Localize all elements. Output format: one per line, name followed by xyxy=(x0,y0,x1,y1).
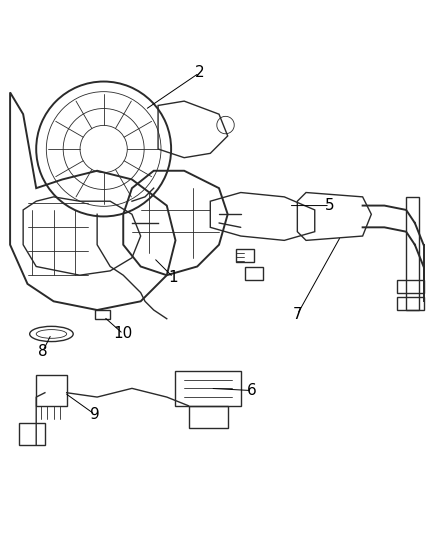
Text: 7: 7 xyxy=(293,307,302,322)
Text: 8: 8 xyxy=(38,344,48,359)
Text: 2: 2 xyxy=(194,66,204,80)
Text: 10: 10 xyxy=(113,326,133,342)
Bar xyxy=(397,297,424,310)
Text: 9: 9 xyxy=(90,407,100,422)
Text: 1: 1 xyxy=(169,270,178,285)
Text: 6: 6 xyxy=(247,383,257,398)
Text: 5: 5 xyxy=(325,198,335,213)
Bar xyxy=(95,310,110,319)
Bar xyxy=(397,279,424,293)
